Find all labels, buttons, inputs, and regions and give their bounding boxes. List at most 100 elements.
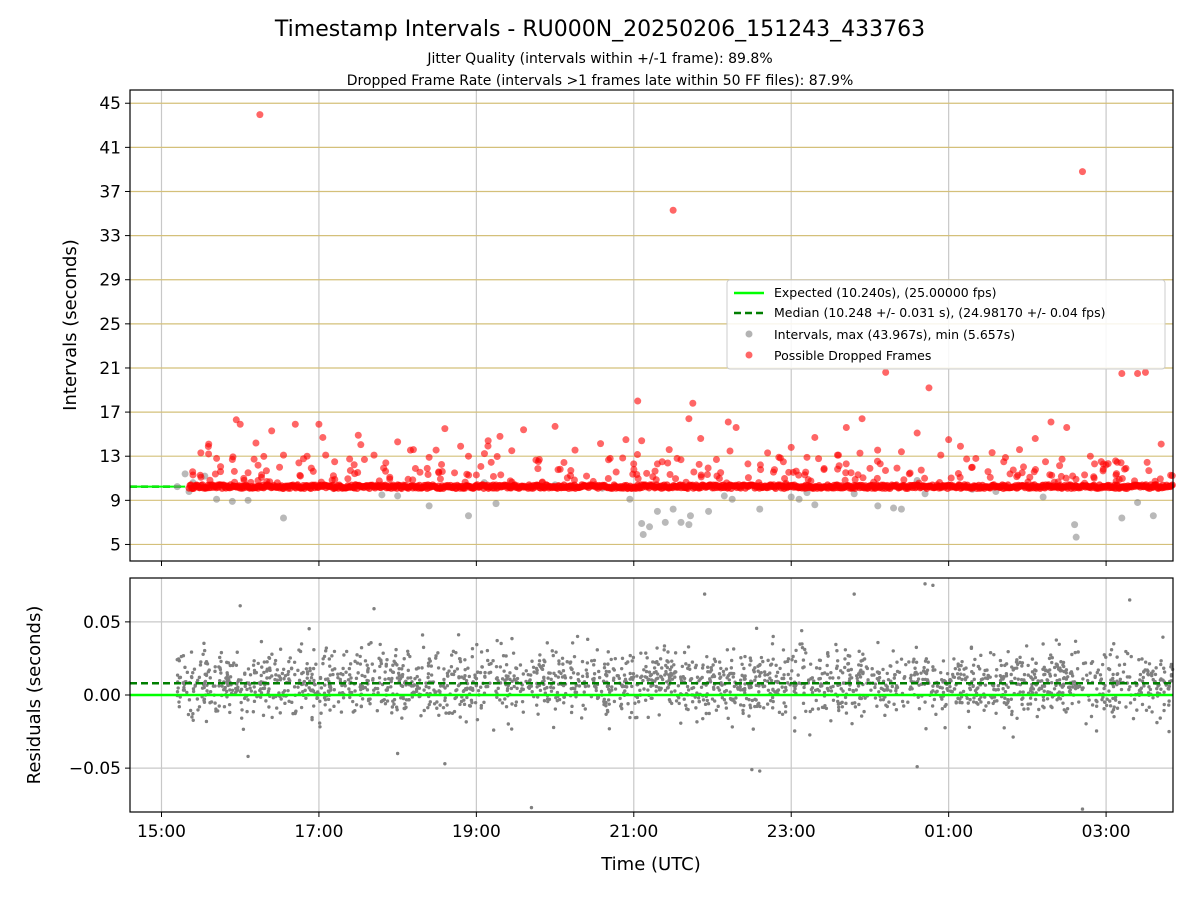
residual-point	[1036, 679, 1040, 683]
residual-point	[835, 649, 839, 653]
dropped-frame-point	[988, 449, 996, 457]
dropped-frame-point	[279, 451, 287, 459]
residual-point	[462, 702, 467, 707]
residual-point	[368, 702, 372, 706]
residual-point	[267, 655, 271, 660]
residual-point	[553, 707, 558, 711]
residual-point	[386, 685, 390, 690]
residual-point	[562, 701, 566, 705]
residual-point	[592, 676, 596, 681]
residual-point	[213, 684, 217, 688]
residual-point	[580, 659, 585, 664]
residual-point	[681, 675, 685, 679]
residual-point	[775, 688, 780, 693]
residual-point	[596, 669, 601, 674]
residual-point	[629, 710, 634, 715]
residual-point	[390, 670, 395, 674]
residual-point	[344, 670, 348, 674]
residual-point	[738, 678, 743, 682]
residual-point	[1061, 660, 1066, 665]
residual-point	[234, 690, 238, 694]
residual-point	[508, 671, 512, 675]
residual-point	[456, 683, 461, 688]
residual-point	[589, 659, 594, 663]
residual-point	[400, 716, 404, 720]
residual-point	[230, 688, 235, 693]
residual-point	[449, 665, 454, 669]
residual-point	[193, 684, 197, 688]
residual-point	[406, 652, 410, 657]
residual-point	[606, 687, 611, 691]
dropped-frame-point	[1042, 458, 1050, 466]
dropped-frame-point	[723, 479, 731, 487]
residual-point	[1128, 701, 1133, 705]
residual-point	[998, 678, 1003, 683]
residual-point	[1004, 674, 1009, 678]
residual-point	[1110, 710, 1114, 714]
residual-point	[895, 685, 900, 690]
residual-point	[624, 685, 629, 689]
residual-point	[812, 679, 816, 683]
residual-point	[1094, 704, 1099, 708]
residual-point	[186, 712, 191, 717]
residual-point	[610, 688, 614, 692]
residual-point	[971, 671, 976, 676]
dropped-frame-point	[273, 479, 281, 487]
residual-point	[299, 642, 304, 646]
residual-point	[1112, 642, 1116, 646]
dropped-frame-point	[472, 471, 480, 479]
dropped-frame-point	[1156, 475, 1164, 483]
residual-point	[914, 660, 919, 664]
residual-point	[748, 684, 753, 688]
residual-point	[960, 677, 964, 682]
residual-point	[911, 660, 915, 664]
residual-point	[793, 659, 798, 664]
dropped-frame-point	[1086, 452, 1094, 460]
residual-point	[569, 666, 573, 670]
dropped-frame-point	[295, 459, 303, 467]
dropped-frame-point	[781, 474, 789, 482]
residual-point	[177, 659, 182, 663]
residual-point	[535, 671, 539, 675]
residual-point	[209, 700, 214, 704]
residual-point	[1081, 677, 1085, 681]
residual-point	[1143, 660, 1148, 664]
dropped-frame-point	[556, 465, 564, 473]
residual-point	[631, 672, 636, 676]
residual-point	[458, 657, 462, 661]
residual-point	[1052, 687, 1057, 691]
interval-point	[720, 492, 728, 500]
residual-point	[926, 660, 930, 664]
residual-point	[899, 657, 904, 661]
residual-point	[667, 675, 672, 680]
residual-point	[351, 710, 355, 714]
dropped-frame-point	[370, 451, 378, 459]
residual-point	[605, 708, 610, 713]
residual-point	[1117, 663, 1122, 667]
residual-point	[782, 689, 787, 694]
residual-point	[384, 664, 388, 668]
residual-point	[496, 686, 500, 691]
residual-point	[1115, 679, 1119, 683]
residual-point	[515, 686, 519, 691]
residual-point	[651, 660, 655, 664]
residual-point	[612, 699, 617, 704]
residual-point	[1148, 687, 1153, 692]
residual-point	[983, 668, 987, 673]
residual-point	[1089, 661, 1094, 666]
residual-point	[520, 699, 525, 704]
residual-point	[939, 677, 944, 682]
residual-point	[945, 687, 949, 691]
residual-point	[1085, 673, 1089, 677]
residual-point	[328, 708, 332, 712]
residual-point	[358, 662, 363, 666]
dropped-frame-point	[703, 470, 711, 478]
residual-point	[358, 685, 362, 689]
dropped-frame-point	[487, 458, 495, 466]
residual-point	[246, 754, 250, 759]
residual-point	[1054, 638, 1059, 642]
residual-point	[359, 687, 363, 692]
residual-point	[941, 690, 946, 695]
residual-point	[569, 675, 573, 680]
residual-point	[1158, 678, 1163, 682]
